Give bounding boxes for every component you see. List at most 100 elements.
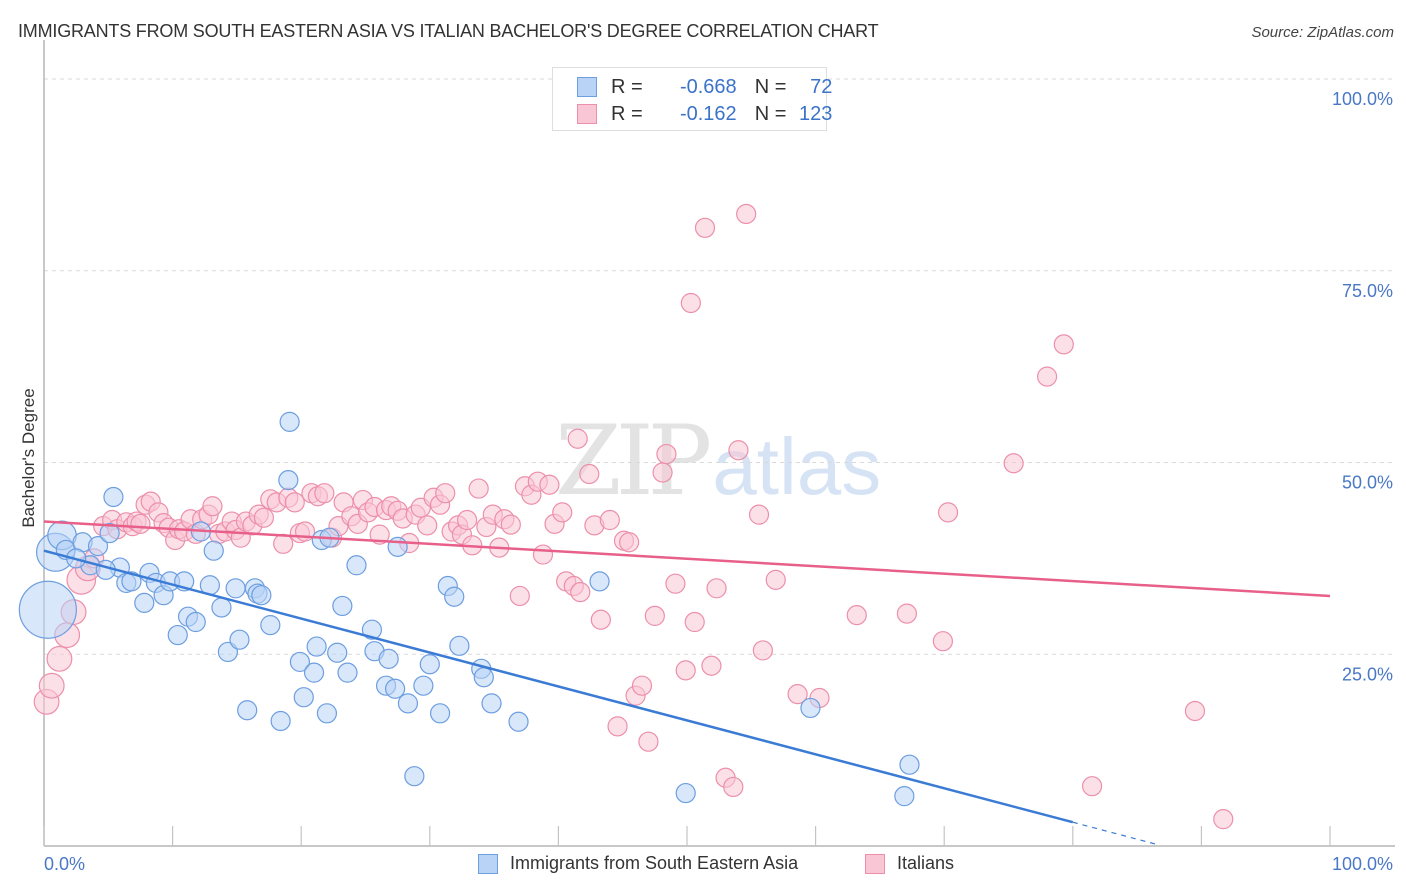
italians-data-point <box>1053 334 1074 355</box>
series-italians-points <box>33 203 1234 830</box>
italians-data-point <box>694 217 716 238</box>
legend-swatch-sea <box>478 853 498 874</box>
italians-data-point <box>284 492 305 513</box>
sea-data-point <box>260 615 281 636</box>
y-tick-label: 25.0% <box>1342 664 1393 684</box>
legend-row-sea: R = -0.668 N = 72 <box>577 75 832 99</box>
sea-data-point <box>332 595 353 617</box>
legend-r-label: R = <box>611 102 643 125</box>
legend-label-italians: Italians <box>897 853 955 873</box>
italians-data-point <box>684 611 705 633</box>
sea-data-point <box>589 571 610 592</box>
sea-data-point <box>303 662 325 683</box>
sea-data-point <box>361 619 383 640</box>
y-tick-label: 50.0% <box>1342 473 1393 493</box>
sea-data-point <box>293 687 314 708</box>
sea-data-point <box>167 624 188 646</box>
italians-data-point <box>567 428 588 449</box>
legend-swatch-italians <box>577 104 597 124</box>
legend-n-value: 123 <box>799 102 833 125</box>
italians-data-point <box>273 533 294 554</box>
italians-data-point <box>468 478 489 499</box>
legend-swatch-italians <box>865 853 885 874</box>
gridlines <box>44 78 1395 655</box>
sea-data-point <box>99 522 120 544</box>
sea-data-point <box>121 571 142 592</box>
sea-data-point <box>481 693 502 714</box>
sea-data-point <box>103 486 124 508</box>
sea-data-point <box>675 782 696 804</box>
italians-data-point <box>599 509 620 531</box>
sea-data-point <box>419 654 440 675</box>
italians-data-point <box>644 605 665 627</box>
sea-data-point <box>316 703 338 724</box>
watermark-atlas: atlas <box>712 422 882 511</box>
sea-data-point <box>473 667 494 688</box>
italians-data-point <box>1036 366 1058 387</box>
x-tick-labels: 0.0% 100.0% <box>44 854 1393 874</box>
sea-trend-line <box>43 549 1074 824</box>
sea-data-point <box>270 710 291 732</box>
italians-data-point <box>46 645 73 672</box>
series-legend: Immigrants from South Eastern Asia Itali… <box>0 853 1406 877</box>
trend-lines <box>43 520 1331 846</box>
sea-data-point <box>18 580 77 639</box>
italians-data-point <box>253 507 275 528</box>
italians-data-point <box>130 513 151 534</box>
chart-title: IMMIGRANTS FROM SOUTH EASTERN ASIA VS IT… <box>18 21 879 41</box>
italians-data-point <box>417 515 438 536</box>
sea-data-point <box>508 711 529 732</box>
italians-data-point <box>435 483 456 504</box>
italians-data-point <box>896 603 918 624</box>
sea-data-point <box>229 629 250 650</box>
sea-data-point <box>429 703 451 724</box>
sea-data-point <box>327 642 348 663</box>
italians-data-point <box>590 609 611 630</box>
italians-data-point <box>652 462 673 483</box>
italians-data-point <box>656 443 677 465</box>
legend-r-label: R = <box>611 75 643 98</box>
italians-data-point <box>675 660 696 681</box>
sea-data-point <box>134 592 155 613</box>
legend-label-sea: Immigrants from South Eastern Asia <box>510 853 799 873</box>
italians-data-point <box>787 684 808 705</box>
x-tick-label-max: 100.0% <box>1332 854 1393 874</box>
sea-data-point <box>306 636 327 657</box>
sea-data-point <box>444 586 465 607</box>
italians-data-point <box>736 203 757 225</box>
sea-data-point <box>404 766 425 787</box>
italians-data-point <box>532 544 554 565</box>
italians-data-point <box>500 514 521 535</box>
sea-data-point <box>87 536 109 557</box>
sea-data-point <box>384 678 406 699</box>
sea-data-point <box>337 662 358 683</box>
sea-data-point <box>289 651 311 673</box>
sea-trend-line-extrapolated <box>1072 821 1160 846</box>
sea-data-point <box>413 675 434 696</box>
italians-data-point <box>665 573 686 594</box>
watermark-zip: ZIP <box>555 405 712 517</box>
italians-data-point <box>1213 809 1234 830</box>
italians-data-point <box>202 496 223 517</box>
stats-legend: R = -0.668 N = 72 R = -0.162 N = 123 <box>552 67 832 131</box>
legend-item-italians[interactable]: Italians <box>865 853 954 874</box>
sea-data-point <box>449 635 470 656</box>
x-tick-label-min: 0.0% <box>44 854 85 874</box>
legend-r-value: -0.162 <box>679 102 737 125</box>
sea-data-point <box>387 536 408 557</box>
sea-data-point <box>225 578 246 599</box>
axes <box>43 40 1395 847</box>
sea-data-point <box>251 585 272 606</box>
sea-data-point <box>185 611 206 633</box>
y-tick-label: 75.0% <box>1342 281 1393 301</box>
legend-n-value: 72 <box>810 75 833 98</box>
italians-data-point <box>579 463 600 485</box>
italians-data-point <box>937 502 959 523</box>
sea-data-point <box>279 411 300 432</box>
sea-data-point <box>211 597 232 618</box>
sea-data-point <box>346 555 367 576</box>
italians-data-point <box>552 502 573 523</box>
legend-item-sea[interactable]: Immigrants from South Eastern Asia <box>478 853 798 874</box>
series-sea-points <box>18 411 920 807</box>
